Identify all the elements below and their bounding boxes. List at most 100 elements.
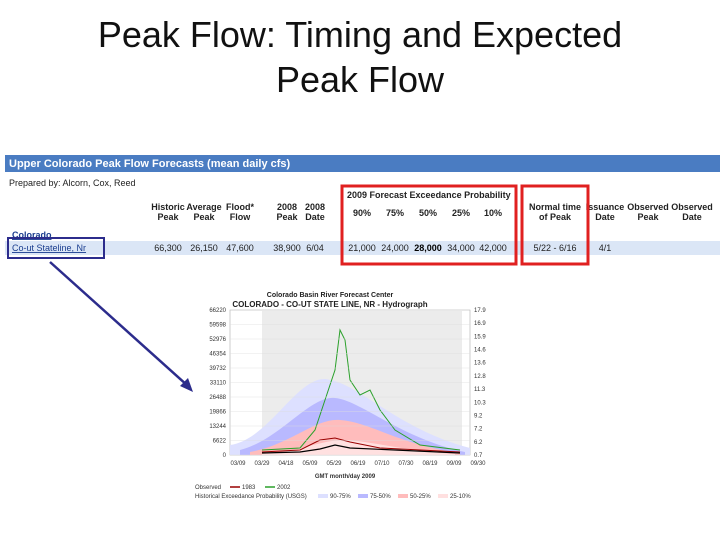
x-tick-label: 03/29 <box>254 461 270 467</box>
y-tick-label: 0 <box>223 453 227 459</box>
station[interactable]: Co-ut Stateline, Nr <box>12 243 86 253</box>
row: 66,300 26,150 47,600 38,900 6/04 21,000 24,000… <box>154 243 611 253</box>
y2-tick-label: 9.2 <box>474 413 483 419</box>
column-header: Peak <box>193 212 215 222</box>
legend-label: 25-10% <box>450 494 471 500</box>
column-header: 25% <box>452 208 470 218</box>
cell: 42,000 <box>479 243 507 253</box>
column-header: Date <box>595 212 615 222</box>
column-header: 50% <box>419 208 437 218</box>
column-header: Flow <box>230 212 251 222</box>
column-header: of Peak <box>539 212 572 222</box>
x-tick-label: 08/19 <box>422 461 438 467</box>
legend-label: 50-25% <box>410 494 431 500</box>
x-tick-label: 07/30 <box>398 461 414 467</box>
cell: 21,000 <box>348 243 376 253</box>
column-header: 10% <box>484 208 502 218</box>
hydro-title: COLORADO - CO-UT STATE LINE, NR - Hydrog… <box>232 300 427 309</box>
cell: 26,150 <box>190 243 218 253</box>
cell: 38,900 <box>273 243 301 253</box>
cell: 5/22 - 6/16 <box>533 243 576 253</box>
x-tick-label: 04/18 <box>278 461 294 467</box>
highlight <box>520 184 590 266</box>
line <box>261 444 461 454</box>
slide-title: Peak Flow: Timing and Expected <box>98 14 622 55</box>
legend-label: 2002 <box>277 485 291 491</box>
column-header: 75% <box>386 208 404 218</box>
highlight <box>340 184 518 266</box>
y-tick-label: 13244 <box>209 424 226 430</box>
cell: 4/1 <box>599 243 612 253</box>
y-tick-label: 33110 <box>210 381 227 387</box>
column-header: Peak <box>637 212 659 222</box>
y2-tick-label: 15.9 <box>474 334 486 340</box>
banner <box>5 155 720 172</box>
x-tick-label: 07/10 <box>374 461 390 467</box>
y2-tick-label: 12.8 <box>474 374 486 380</box>
cell: 24,000 <box>381 243 409 253</box>
column-header: Peak <box>276 212 298 222</box>
group-header: 2009 Forecast Exceedance Probability <box>347 190 511 200</box>
column-header: Issuance <box>586 202 625 212</box>
section: Colorado <box>12 230 52 240</box>
y2-tick-label: 0.7 <box>474 453 483 459</box>
column-header: Date <box>682 212 702 222</box>
band <box>262 440 455 455</box>
y-tick-label: 6622 <box>213 439 227 445</box>
y-tick-label: 19866 <box>209 410 226 416</box>
agency: Colorado Basin River Forecast Center <box>267 292 394 299</box>
legend-label: 90-75% <box>330 494 351 500</box>
column-header: Flood* <box>226 202 254 212</box>
y-tick-label: 59598 <box>209 323 226 329</box>
column-header: 2008 <box>277 202 297 212</box>
line <box>261 437 461 453</box>
y-tick-label: 46354 <box>209 352 226 358</box>
x-tick-label: 06/19 <box>350 461 366 467</box>
x-tick-label: 09/30 <box>470 461 486 467</box>
prepared-by: Prepared by: Alcorn, Cox, Reed <box>9 178 136 188</box>
legend-swatch <box>318 494 328 498</box>
column-header: Average <box>186 202 221 212</box>
row-bg <box>5 241 720 255</box>
cell: 28,000 <box>414 243 442 253</box>
legend-swatch <box>398 494 408 498</box>
legend-label: Observed <box>195 485 221 491</box>
column-header: 2008 <box>305 202 325 212</box>
y2-tick-label: 11.3 <box>474 387 486 393</box>
banner-text: Upper Colorado Peak Flow Forecasts (mean… <box>9 158 291 170</box>
legend-label: Historical Exceedance Probability (USGS) <box>195 494 307 500</box>
arrow-head <box>180 378 193 392</box>
column-header: Observed <box>671 202 713 212</box>
column-header: Historic <box>151 202 185 212</box>
y-tick-label: 26488 <box>209 395 226 401</box>
column-header: Normal time <box>529 202 581 212</box>
arrow <box>49 261 189 387</box>
x-tick-label: 09/09 <box>446 461 462 467</box>
y-tick-label: 39732 <box>209 366 226 372</box>
x-label: GMT month/day 2009 <box>315 474 376 480</box>
band <box>250 419 460 455</box>
y2-tick-label: 16.9 <box>474 321 486 327</box>
column-header: Observed <box>627 202 669 212</box>
hydrograph: Colorado Basin River Forecast Center COL… <box>195 292 486 500</box>
legend-swatch <box>358 494 368 498</box>
x-tick-label: 03/09 <box>230 461 246 467</box>
y2-tick-label: 17.9 <box>474 308 486 314</box>
x-tick-label: 05/29 <box>326 461 342 467</box>
y2-tick-label: 7.2 <box>474 427 483 433</box>
legend-label: 1983 <box>242 485 256 491</box>
highlight <box>7 237 105 259</box>
y2-tick-label: 13.6 <box>474 361 486 367</box>
legend-label: 75-50% <box>370 494 391 500</box>
cell: 66,300 <box>154 243 182 253</box>
cell: 6/04 <box>306 243 324 253</box>
slide-title: Peak Flow <box>276 59 445 100</box>
y2-tick-label: 14.6 <box>474 348 486 354</box>
cell: 34,000 <box>447 243 475 253</box>
column-header: Date <box>305 212 325 222</box>
cell: 47,600 <box>226 243 254 253</box>
x-tick-label: 05/09 <box>302 461 318 467</box>
line <box>261 328 461 451</box>
y2-tick-label: 6.2 <box>474 440 483 446</box>
